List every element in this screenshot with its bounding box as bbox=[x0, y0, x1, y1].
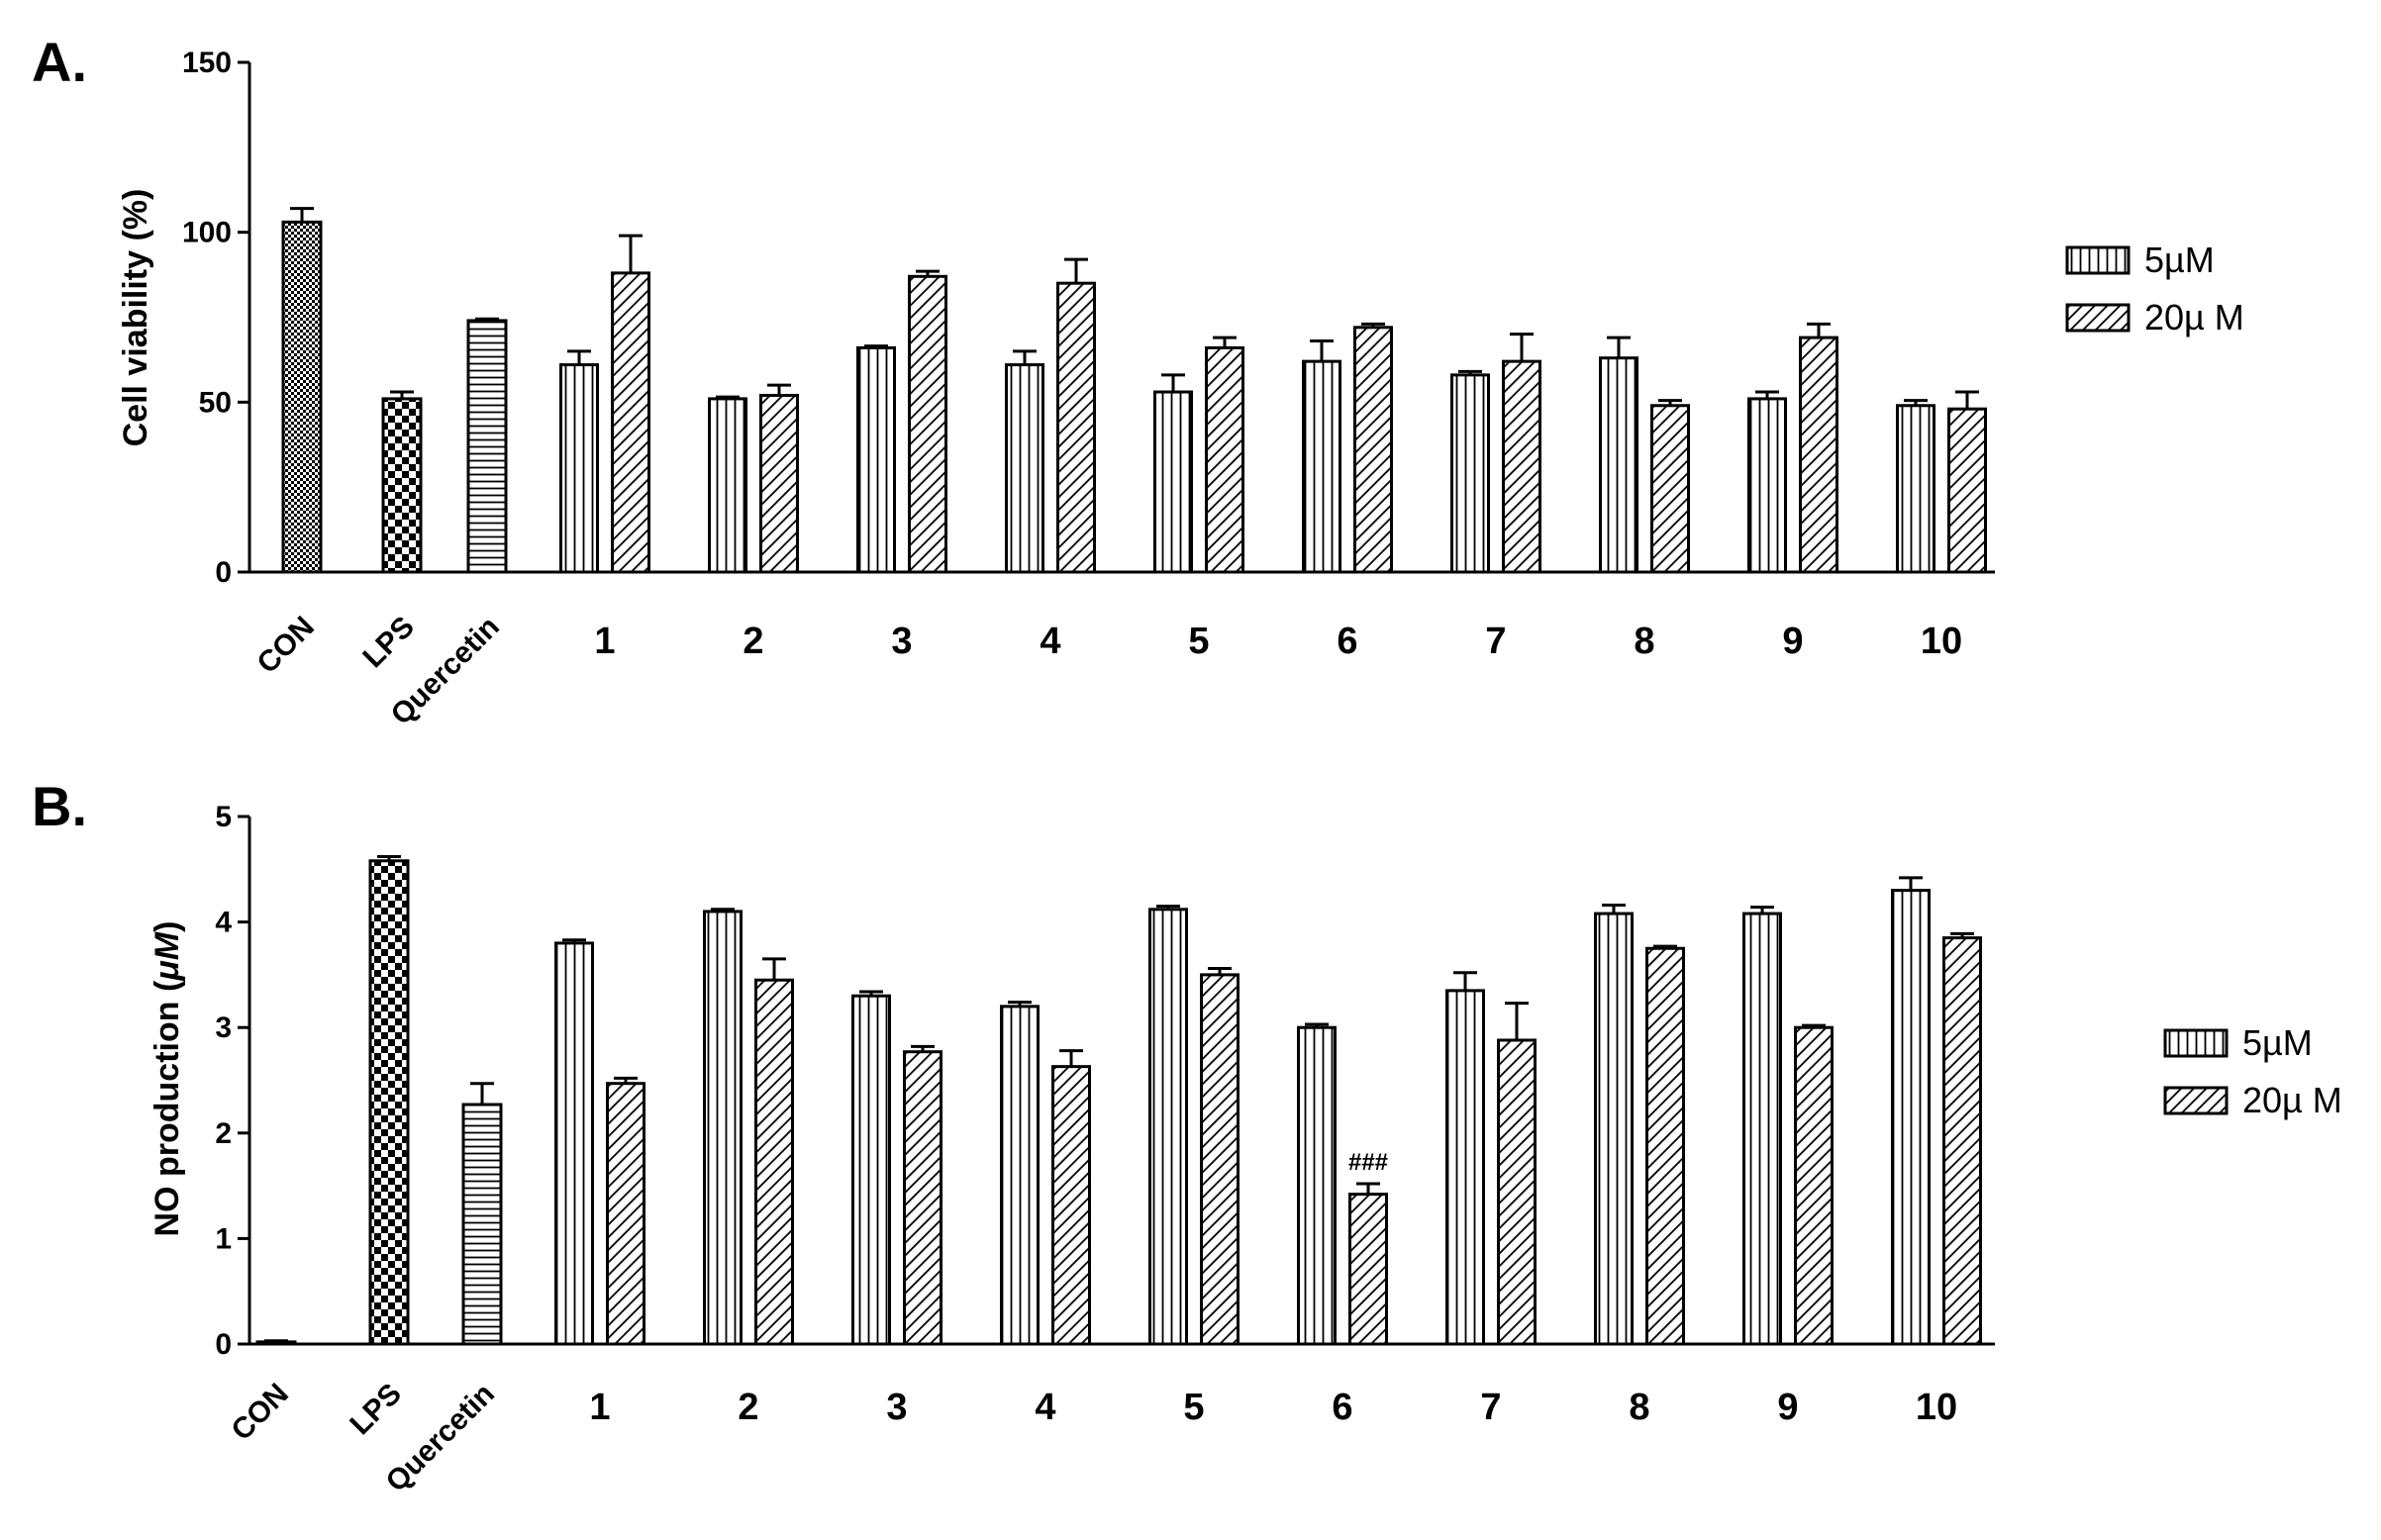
x-category-label: 1 bbox=[589, 1387, 610, 1428]
y-tick-label: 150 bbox=[182, 47, 232, 79]
x-category-label: 6 bbox=[1337, 621, 1357, 662]
bar bbox=[1896, 404, 1935, 574]
bar bbox=[1799, 336, 1838, 574]
x-category-label: LPS bbox=[356, 611, 421, 675]
x-category-label: 10 bbox=[1921, 621, 1962, 662]
bar bbox=[554, 941, 594, 1346]
x-category-label: 3 bbox=[886, 1387, 907, 1428]
x-category-label: 3 bbox=[891, 621, 912, 662]
legend-swatch bbox=[2163, 1028, 2229, 1058]
y-axis-title: Cell viability (%) bbox=[117, 189, 154, 447]
bar bbox=[611, 271, 650, 574]
y-tick-label: 0 bbox=[215, 1328, 232, 1361]
x-category-label: 9 bbox=[1782, 621, 1803, 662]
legend-label: 20µ M bbox=[2242, 1080, 2342, 1120]
bar bbox=[759, 393, 799, 574]
bar bbox=[1200, 973, 1240, 1346]
x-category-label: 6 bbox=[1332, 1387, 1352, 1428]
bar bbox=[281, 220, 323, 574]
bar bbox=[1056, 281, 1096, 574]
y-tick-label: 2 bbox=[215, 1117, 232, 1150]
legend-swatch bbox=[2065, 303, 2131, 333]
x-category-label: 7 bbox=[1485, 621, 1506, 662]
bar bbox=[1742, 912, 1782, 1346]
bar bbox=[1205, 345, 1244, 574]
bar bbox=[1450, 373, 1490, 574]
x-category-label: LPS bbox=[344, 1378, 408, 1442]
bar bbox=[1353, 326, 1393, 574]
bar bbox=[703, 910, 743, 1346]
x-category-label: 4 bbox=[1040, 621, 1060, 662]
bar bbox=[1297, 1025, 1337, 1346]
bar bbox=[1497, 1038, 1537, 1346]
x-category-label: 8 bbox=[1634, 621, 1654, 662]
bar bbox=[1947, 407, 1987, 574]
bar bbox=[559, 363, 599, 574]
y-tick-label: 3 bbox=[215, 1011, 232, 1044]
panel-label: B. bbox=[32, 775, 87, 837]
y-tick-label: 0 bbox=[215, 556, 232, 589]
bar bbox=[1794, 1025, 1834, 1346]
legend-label: 5µM bbox=[2242, 1022, 2313, 1063]
legend-label: 20µ M bbox=[2144, 297, 2244, 337]
y-tick-label: 5 bbox=[215, 801, 232, 833]
y-tick-label: 100 bbox=[182, 217, 232, 249]
bar bbox=[1148, 908, 1188, 1346]
y-axis-title-prefix: NO production ( bbox=[149, 980, 186, 1236]
y-tick-label: 4 bbox=[215, 907, 232, 939]
bar bbox=[368, 859, 410, 1346]
bar bbox=[856, 345, 896, 574]
bar bbox=[1153, 390, 1193, 574]
x-category-label: 1 bbox=[594, 621, 615, 662]
y-axis-title-unit: μM bbox=[149, 931, 186, 982]
y-axis-title-suffix: ) bbox=[149, 921, 186, 932]
bar bbox=[1942, 936, 1982, 1346]
legend-label: 5µM bbox=[2144, 240, 2215, 280]
y-tick-label: 50 bbox=[199, 386, 232, 419]
x-category-label: 5 bbox=[1183, 1387, 1204, 1428]
bar bbox=[754, 978, 794, 1346]
x-category-label: 4 bbox=[1035, 1387, 1055, 1428]
bar bbox=[466, 319, 508, 574]
bar bbox=[1650, 404, 1690, 574]
bar bbox=[851, 994, 891, 1346]
bar bbox=[1051, 1065, 1091, 1346]
bar bbox=[1348, 1193, 1388, 1346]
bar bbox=[1594, 912, 1634, 1346]
bar bbox=[1000, 1005, 1040, 1346]
bar bbox=[903, 1050, 942, 1346]
y-axis-title: NO production (μM) bbox=[149, 921, 186, 1237]
panel-label: A. bbox=[32, 31, 87, 93]
bar bbox=[1502, 359, 1541, 574]
x-category-label: 7 bbox=[1480, 1387, 1501, 1428]
bar bbox=[461, 1103, 503, 1346]
bar bbox=[1891, 889, 1931, 1346]
bar bbox=[1645, 946, 1685, 1346]
bar bbox=[1302, 359, 1341, 574]
x-category-label: 10 bbox=[1916, 1387, 1957, 1428]
x-category-label: 9 bbox=[1777, 1387, 1798, 1428]
bar bbox=[1445, 989, 1485, 1346]
x-category-label: CON bbox=[225, 1378, 294, 1447]
x-category-label: CON bbox=[250, 611, 320, 680]
legend-swatch bbox=[2163, 1086, 2229, 1115]
bar bbox=[606, 1082, 645, 1346]
legend-swatch bbox=[2065, 245, 2131, 275]
bar bbox=[1599, 356, 1638, 574]
bar bbox=[1005, 363, 1044, 574]
x-category-label: 2 bbox=[738, 1387, 758, 1428]
bar bbox=[1747, 397, 1787, 574]
x-category-label: 8 bbox=[1629, 1387, 1649, 1428]
bar bbox=[908, 274, 947, 574]
significance-annotation: ### bbox=[1348, 1149, 1388, 1176]
bar bbox=[708, 397, 747, 574]
x-category-label: 2 bbox=[743, 621, 763, 662]
y-tick-label: 1 bbox=[215, 1222, 232, 1255]
bar bbox=[381, 397, 423, 574]
x-category-label: 5 bbox=[1188, 621, 1209, 662]
